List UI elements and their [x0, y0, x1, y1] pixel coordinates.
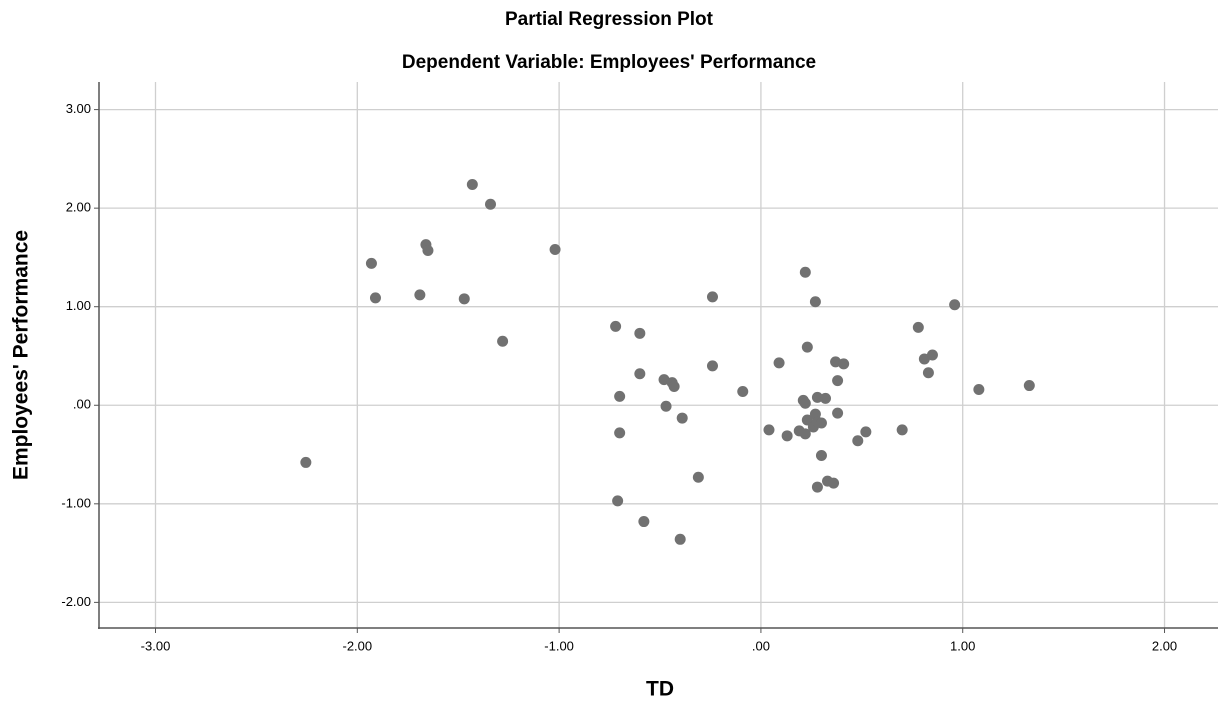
x-tick-label: 1.00 — [950, 638, 975, 653]
points — [300, 178, 1035, 545]
point — [852, 435, 864, 447]
point — [799, 428, 811, 440]
point — [973, 383, 985, 395]
y-tick-label: 1.00 — [66, 298, 91, 313]
point — [676, 412, 688, 424]
point — [706, 291, 718, 303]
point — [549, 244, 561, 256]
x-tick-label: .00 — [752, 638, 770, 653]
y-axis-title: Employees' Performance — [10, 230, 33, 480]
point — [912, 321, 924, 333]
point — [614, 427, 626, 439]
point — [815, 417, 827, 429]
point — [832, 375, 844, 387]
point — [610, 320, 622, 332]
point — [773, 357, 785, 369]
point — [832, 407, 844, 419]
x-tick-label: -2.00 — [342, 638, 372, 653]
point — [614, 390, 626, 402]
chart-subtitle: Dependent Variable: Employees' Performan… — [402, 52, 816, 73]
point — [926, 349, 938, 361]
chart-title: Partial Regression Plot — [505, 9, 714, 30]
point — [949, 299, 961, 311]
point — [1023, 380, 1035, 392]
point — [414, 289, 426, 301]
y-tick-label: 2.00 — [66, 200, 91, 215]
y-tick-label: -2.00 — [61, 594, 91, 609]
x-tick-label: -3.00 — [141, 638, 171, 653]
point — [838, 358, 850, 370]
point — [811, 481, 823, 493]
point — [484, 198, 496, 210]
point — [634, 368, 646, 380]
point — [365, 257, 377, 269]
y-tick-label: 3.00 — [66, 101, 91, 116]
point — [815, 450, 827, 462]
x-tick-label: -1.00 — [544, 638, 574, 653]
point — [638, 516, 650, 528]
point — [811, 391, 823, 403]
grid — [99, 82, 1218, 628]
point — [300, 456, 312, 468]
point — [828, 477, 840, 489]
point — [799, 397, 811, 409]
x-tick-label: 2.00 — [1152, 638, 1177, 653]
point — [458, 293, 470, 305]
point — [737, 385, 749, 397]
point — [819, 392, 831, 404]
point — [422, 245, 434, 257]
point — [612, 495, 624, 507]
point — [660, 400, 672, 412]
point — [674, 533, 686, 545]
point — [763, 424, 775, 436]
point — [497, 335, 509, 347]
point — [466, 178, 478, 190]
ticks: -2.00 -1.00 .00 1.00 2.00 3.00 -3.00 -2.00 -1.00… — [61, 101, 1177, 653]
point — [922, 367, 934, 379]
y-tick-label: .00 — [73, 397, 91, 412]
y-tick-label: -1.00 — [61, 495, 91, 510]
point — [706, 360, 718, 372]
point — [781, 430, 793, 442]
point — [668, 381, 680, 393]
point — [809, 296, 821, 308]
point — [692, 471, 704, 483]
point — [896, 424, 908, 436]
point — [799, 266, 811, 278]
x-axis-title: TD — [646, 678, 674, 701]
point — [369, 292, 381, 304]
point — [634, 327, 646, 339]
point — [860, 426, 872, 438]
point — [801, 341, 813, 353]
